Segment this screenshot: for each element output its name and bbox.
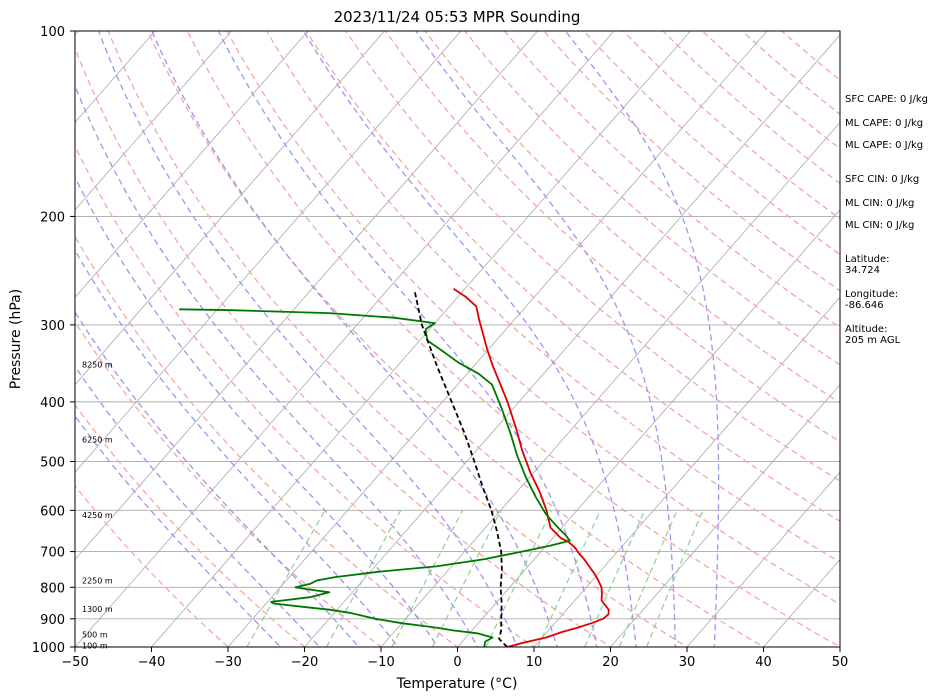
dewpoint-profile: [179, 308, 571, 647]
y-axis: 1000 900 800 700 600 500 400 300 200 100: [32, 25, 75, 656]
dry-adiabat-140: [543, 31, 840, 292]
y-tick-label: 100: [40, 25, 65, 40]
x-tick-label: 0: [453, 655, 461, 670]
y-tick-label: 1000: [32, 641, 65, 656]
height-labels: 100 m 500 m 1300 m 2250 m 4250 m 6250 m 8250 m: [82, 361, 113, 651]
x-axis-title: Temperature (°C): [396, 676, 518, 692]
info-value: 205 m AGL: [845, 335, 901, 346]
info-panel: SFC CAPE: 0 J/kg ML CAPE: 0 J/kg ML CAPE: …: [845, 94, 928, 346]
isotherm-0: [456, 209, 840, 647]
dry-adiabat-70: [266, 31, 840, 564]
info-label: SFC CAPE: 0 J/kg: [845, 94, 928, 105]
info-value: -86.646: [845, 300, 884, 311]
isotherm--20: [303, 34, 840, 647]
info-label: Latitude:: [845, 254, 890, 265]
isotherm--60: [75, 31, 539, 561]
x-tick-label: 40: [755, 655, 772, 670]
moist-adiabat--20: [75, 414, 282, 647]
moist-adiabat-20: [217, 31, 598, 647]
isotherm--80: [75, 31, 386, 386]
mixing-ratio-20: [646, 510, 704, 647]
x-tick-label: 50: [832, 655, 849, 670]
x-tick-label: 30: [679, 655, 696, 670]
height-label: 4250 m: [82, 511, 113, 520]
height-label: 1300 m: [82, 605, 113, 614]
isotherm--40: [150, 31, 692, 647]
dry-adiabat-50: [186, 31, 840, 647]
isotherm--10: [380, 121, 840, 647]
info-value: 34.724: [845, 265, 880, 276]
moist-adiabat--5: [75, 248, 399, 647]
info-label: ML CAPE: 0 J/kg: [845, 118, 923, 129]
y-tick-label: 400: [40, 396, 65, 411]
x-tick-label: 20: [602, 655, 619, 670]
moist-adiabat-10: [97, 31, 519, 647]
height-label: 8250 m: [82, 361, 113, 370]
x-tick-label: 10: [526, 655, 543, 670]
info-label: ML CIN: 0 J/kg: [845, 220, 914, 231]
mixing-ratio-16: [618, 510, 678, 647]
mixing-ratio-2: [391, 510, 464, 647]
isotherm--100: [75, 31, 233, 211]
sounding-profiles: [179, 287, 610, 647]
dry-adiabat-20: [75, 46, 612, 647]
dry-adiabat-80: [305, 31, 840, 522]
y-tick-label: 900: [40, 613, 65, 628]
moist-adiabat-0: [75, 175, 439, 647]
info-label: ML CAPE: 0 J/kg: [845, 140, 923, 151]
isotherm--70: [75, 31, 462, 473]
dry-adiabat--20: [75, 403, 306, 647]
moist-adiabat-5: [75, 84, 479, 647]
dry-adiabat--30: [75, 484, 229, 647]
height-label: 2250 m: [82, 577, 113, 586]
y-tick-label: 300: [40, 319, 65, 334]
x-tick-label: −50: [61, 655, 88, 670]
dry-adiabat-30: [107, 31, 689, 647]
height-label: 100 m: [82, 642, 108, 651]
mixing-ratio-1: [325, 510, 402, 647]
isotherm-20: [609, 384, 840, 647]
dry-adiabat-100: [384, 31, 840, 443]
moist-adiabat--15: [75, 365, 321, 647]
moist-adiabat-15: [151, 31, 558, 647]
x-tick-label: −30: [214, 655, 241, 670]
y-tick-label: 200: [40, 210, 65, 225]
x-tick-label: −20: [291, 655, 318, 670]
x-tick-label: −40: [138, 655, 165, 670]
y-tick-label: 600: [40, 504, 65, 519]
dry-adiabat-10: [75, 144, 536, 647]
moist-adiabat-30: [415, 31, 676, 647]
y-axis-title: Pressure (hPa): [8, 289, 24, 389]
mixing-ratio-8: [537, 510, 602, 647]
moist-adiabat-25: [303, 31, 637, 647]
y-tick-label: 500: [40, 456, 65, 471]
height-label: 500 m: [82, 631, 108, 640]
height-label: 6250 m: [82, 435, 113, 444]
dry-adiabat-110: [424, 31, 840, 404]
info-label: ML CIN: 0 J/kg: [845, 198, 914, 209]
background-grid: [75, 31, 840, 647]
info-label: Altitude:: [845, 324, 887, 335]
chart-title: 2023/11/24 05:53 MPR Sounding: [334, 8, 581, 26]
info-label: Longitude:: [845, 289, 898, 300]
dry-adiabat-60: [226, 31, 840, 605]
parcel-profile: [413, 289, 508, 647]
y-tick-label: 700: [40, 546, 65, 561]
isotherm--90: [75, 31, 309, 298]
isotherm--50: [75, 31, 615, 647]
info-label: SFC CIN: 0 J/kg: [845, 174, 919, 185]
mixing-ratio-5: [485, 510, 553, 647]
mixing-ratio-12: [584, 510, 646, 647]
isotherm-30: [686, 471, 840, 647]
isotherm--30: [227, 31, 768, 647]
moist-adiabat-35: [564, 31, 720, 647]
mixing-ratio-0.4: [246, 509, 326, 647]
x-tick-label: −10: [367, 655, 394, 670]
x-axis: −50 −40 −30 −20 −10 0 10 20 30 40 50: [61, 647, 848, 670]
dry-adiabat-90: [345, 31, 840, 482]
temperature-profile: [453, 287, 610, 647]
y-tick-label: 800: [40, 581, 65, 596]
